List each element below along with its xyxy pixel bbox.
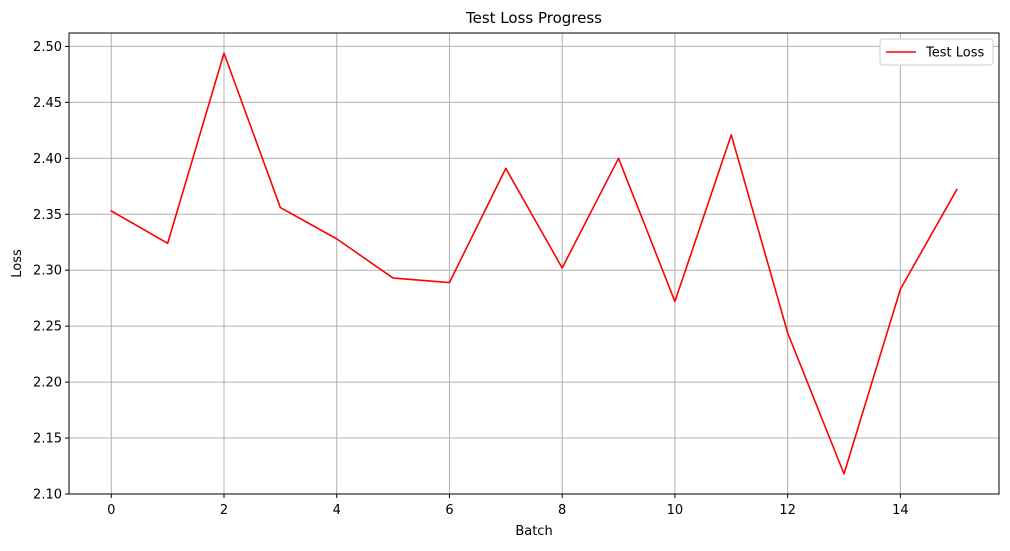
x-tick-label: 6 (445, 503, 453, 518)
x-tick-label: 2 (220, 503, 228, 518)
y-axis-label: Loss (10, 249, 25, 278)
legend-box (879, 38, 994, 66)
y-tick-label: 2.10 (33, 488, 62, 503)
y-tick-label: 2.35 (33, 208, 62, 223)
series-line-test-loss (110, 52, 958, 475)
legend-label-test-loss: Test Loss (925, 46, 984, 61)
y-tick-label: 2.50 (33, 40, 62, 55)
x-tick-label: 4 (333, 503, 341, 518)
x-axis-ticks: 0 2 4 6 8 10 12 14 (107, 494, 909, 518)
y-tick-label: 2.25 (33, 320, 62, 335)
y-tick-label: 2.30 (33, 264, 62, 279)
chart-title: Test Loss Progress (465, 9, 602, 27)
y-axis-ticks: 2.10 2.15 2.20 2.25 2.30 2.35 2.40 2.45 2.50 (33, 40, 69, 503)
y-tick-label: 2.40 (33, 152, 62, 167)
plot-area (68, 32, 1000, 495)
y-tick-label: 2.45 (33, 96, 62, 111)
grid (69, 33, 999, 495)
y-tick-label: 2.15 (33, 432, 62, 447)
y-tick-label: 2.20 (33, 376, 62, 391)
legend: Test Loss (879, 38, 994, 66)
x-tick-label: 12 (779, 503, 796, 518)
x-axis-label: Batch (515, 524, 552, 539)
x-tick-label: 8 (558, 503, 566, 518)
x-tick-label: 14 (892, 503, 909, 518)
x-tick-label: 0 (107, 503, 115, 518)
x-tick-label: 10 (667, 503, 684, 518)
